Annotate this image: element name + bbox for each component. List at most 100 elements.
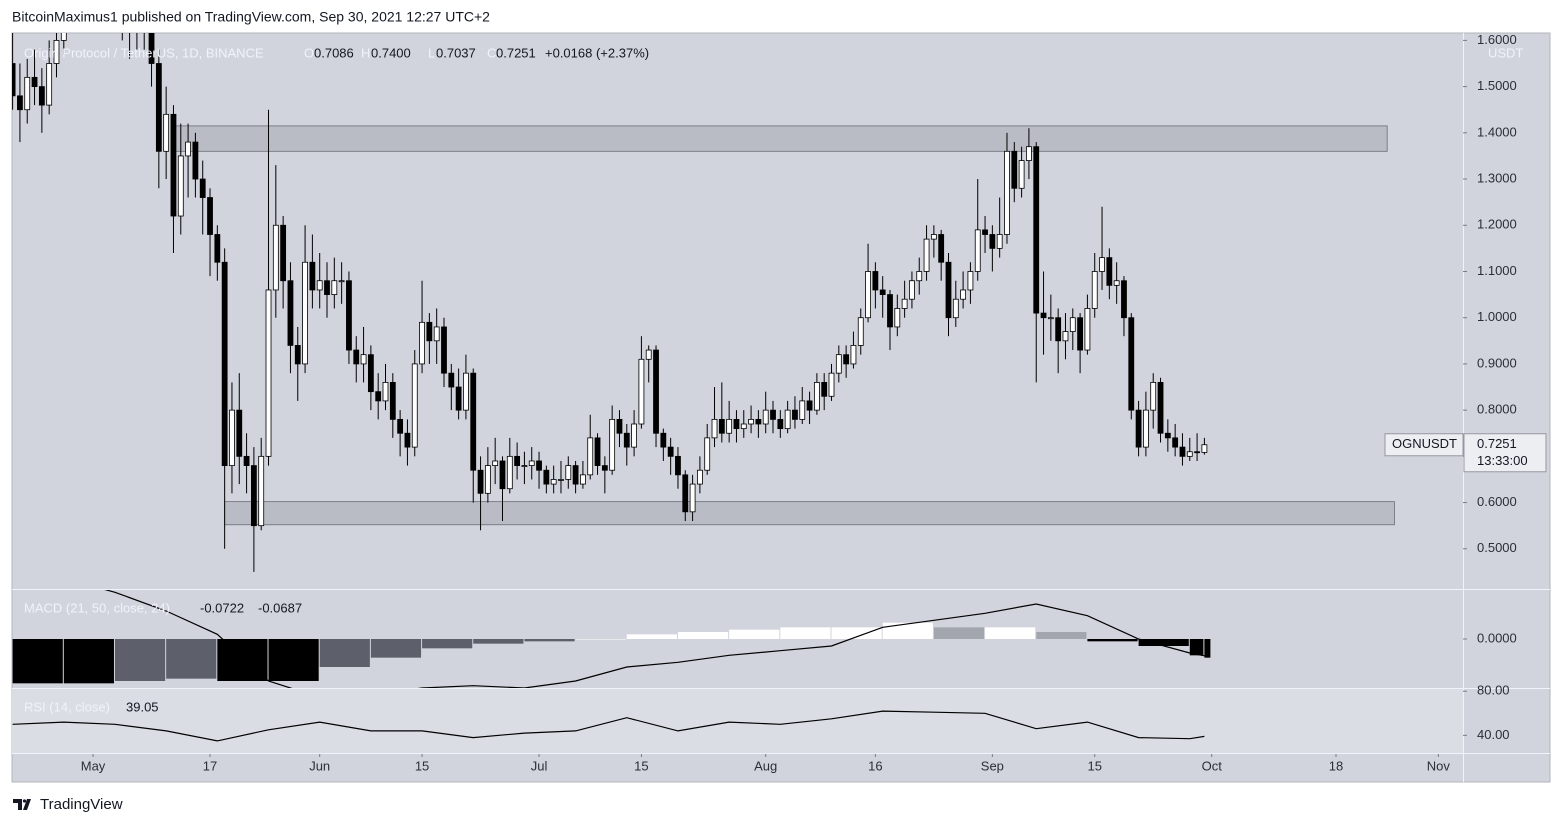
- candle-body: [12, 63, 16, 97]
- candle-body: [1179, 446, 1186, 457]
- candle-body: [448, 372, 455, 388]
- x-tick-label: Oct: [1202, 758, 1223, 773]
- candle-body: [207, 197, 213, 235]
- candle-body: [930, 234, 937, 240]
- macd-histogram-bar: [473, 639, 524, 644]
- macd-histogram-bar: [933, 627, 985, 639]
- footer-brand: TradingView: [40, 796, 123, 813]
- candle-body: [250, 465, 257, 527]
- candle-body: [601, 465, 608, 471]
- x-tick-label: 15: [634, 758, 648, 773]
- candle-body: [411, 363, 418, 448]
- candle-body: [696, 469, 703, 485]
- candle-body: [382, 382, 389, 402]
- y-tick-label: 0.0000: [1477, 630, 1517, 645]
- rsi-pane: [12, 710, 1205, 742]
- legend-high: 0.7400: [371, 45, 411, 60]
- candle-body: [865, 271, 871, 319]
- legend-label: H: [361, 45, 370, 60]
- candle-body: [689, 483, 696, 513]
- macd-title: MACD (21, 50, close, 24): [24, 600, 170, 615]
- candle-body: [46, 63, 53, 106]
- price-zone: [224, 501, 1395, 526]
- price-label-box: [1463, 433, 1547, 473]
- candle-body: [170, 113, 177, 217]
- macd-histogram-bar: [268, 639, 319, 681]
- candle-body: [1135, 409, 1142, 448]
- candle-body: [726, 418, 733, 434]
- candle-body: [1172, 437, 1179, 448]
- y-tick-label: 80.00: [1477, 683, 1510, 698]
- candle-body: [353, 349, 360, 365]
- candle-body: [748, 418, 754, 425]
- candle-body: [324, 280, 330, 295]
- macd-histogram-bar: [63, 639, 114, 684]
- macd-histogram-bar: [12, 639, 63, 684]
- candle-body: [645, 349, 652, 360]
- candle-body: [477, 469, 484, 494]
- candle-body: [484, 465, 491, 494]
- candle-body: [1186, 451, 1193, 457]
- macd-histogram-bar: [1189, 639, 1204, 656]
- last-price: 0.7251: [1477, 436, 1517, 451]
- candle-body: [419, 321, 425, 365]
- candle-body: [31, 76, 38, 88]
- macd-histogram-bar: [370, 639, 422, 658]
- candle-body: [609, 418, 616, 471]
- rsi-value: 39.05: [126, 699, 159, 714]
- candle-body: [1077, 317, 1083, 351]
- candle-body: [565, 465, 572, 480]
- candle-body: [1164, 432, 1171, 439]
- macd-histogram-bar: [114, 639, 166, 681]
- candle-body: [594, 437, 601, 466]
- candle-body: [258, 455, 265, 527]
- x-tick-label: Aug: [754, 758, 777, 773]
- candle-body: [755, 418, 762, 425]
- candle-body: [762, 409, 769, 425]
- candle-body: [806, 400, 813, 411]
- candle-body: [60, 33, 67, 41]
- macd-histogram-bar: [422, 639, 473, 649]
- candle-body: [660, 432, 667, 448]
- candle-body: [1033, 146, 1040, 314]
- macd-histogram-bar: [729, 629, 780, 639]
- x-tick-label: 18: [1329, 758, 1343, 773]
- macd-histogram-bar: [575, 639, 626, 640]
- candle-body: [653, 349, 659, 434]
- macd-histogram-bar: [780, 627, 831, 639]
- candle-body: [967, 271, 974, 291]
- macd-histogram-bar: [524, 639, 575, 642]
- macd-histogram-bar: [1036, 632, 1087, 639]
- candle-body: [199, 178, 206, 198]
- candle-body: [960, 289, 967, 300]
- candle-body: [580, 474, 586, 485]
- legend-close: 0.7251: [496, 45, 536, 60]
- macd-line: [104, 590, 1205, 688]
- macd-histogram-bar: [831, 627, 882, 639]
- candle-body: [1121, 280, 1127, 319]
- candle-body: [441, 326, 447, 374]
- macd-histogram-bar: [626, 634, 677, 639]
- candle-body: [492, 460, 499, 466]
- candle-body: [1026, 146, 1032, 161]
- candle-body: [236, 409, 243, 457]
- candle-body: [879, 289, 886, 295]
- candle-body: [1062, 331, 1069, 342]
- candle-body: [24, 76, 31, 111]
- candle-body: [704, 437, 711, 471]
- candle-body: [243, 455, 250, 466]
- macd-histogram-bar: [166, 639, 217, 679]
- candle-body: [214, 234, 221, 263]
- publish-header: BitcoinMaximus1 published on TradingView…: [12, 9, 490, 25]
- macd-histogram-bar: [319, 639, 370, 667]
- macd-histogram-bar: [1087, 639, 1138, 642]
- legend-label: O: [304, 45, 314, 60]
- y-tick-label: 40.00: [1477, 727, 1510, 742]
- y-tick-label: 1.4000: [1477, 124, 1517, 139]
- candle-body: [667, 446, 674, 457]
- symbol-title: Origin Protocol / TetherUS, 1D, BINANCE: [24, 45, 264, 60]
- candle-body: [558, 479, 564, 481]
- candle-body: [280, 224, 287, 282]
- candle-body: [631, 423, 637, 448]
- candle-body: [287, 280, 294, 346]
